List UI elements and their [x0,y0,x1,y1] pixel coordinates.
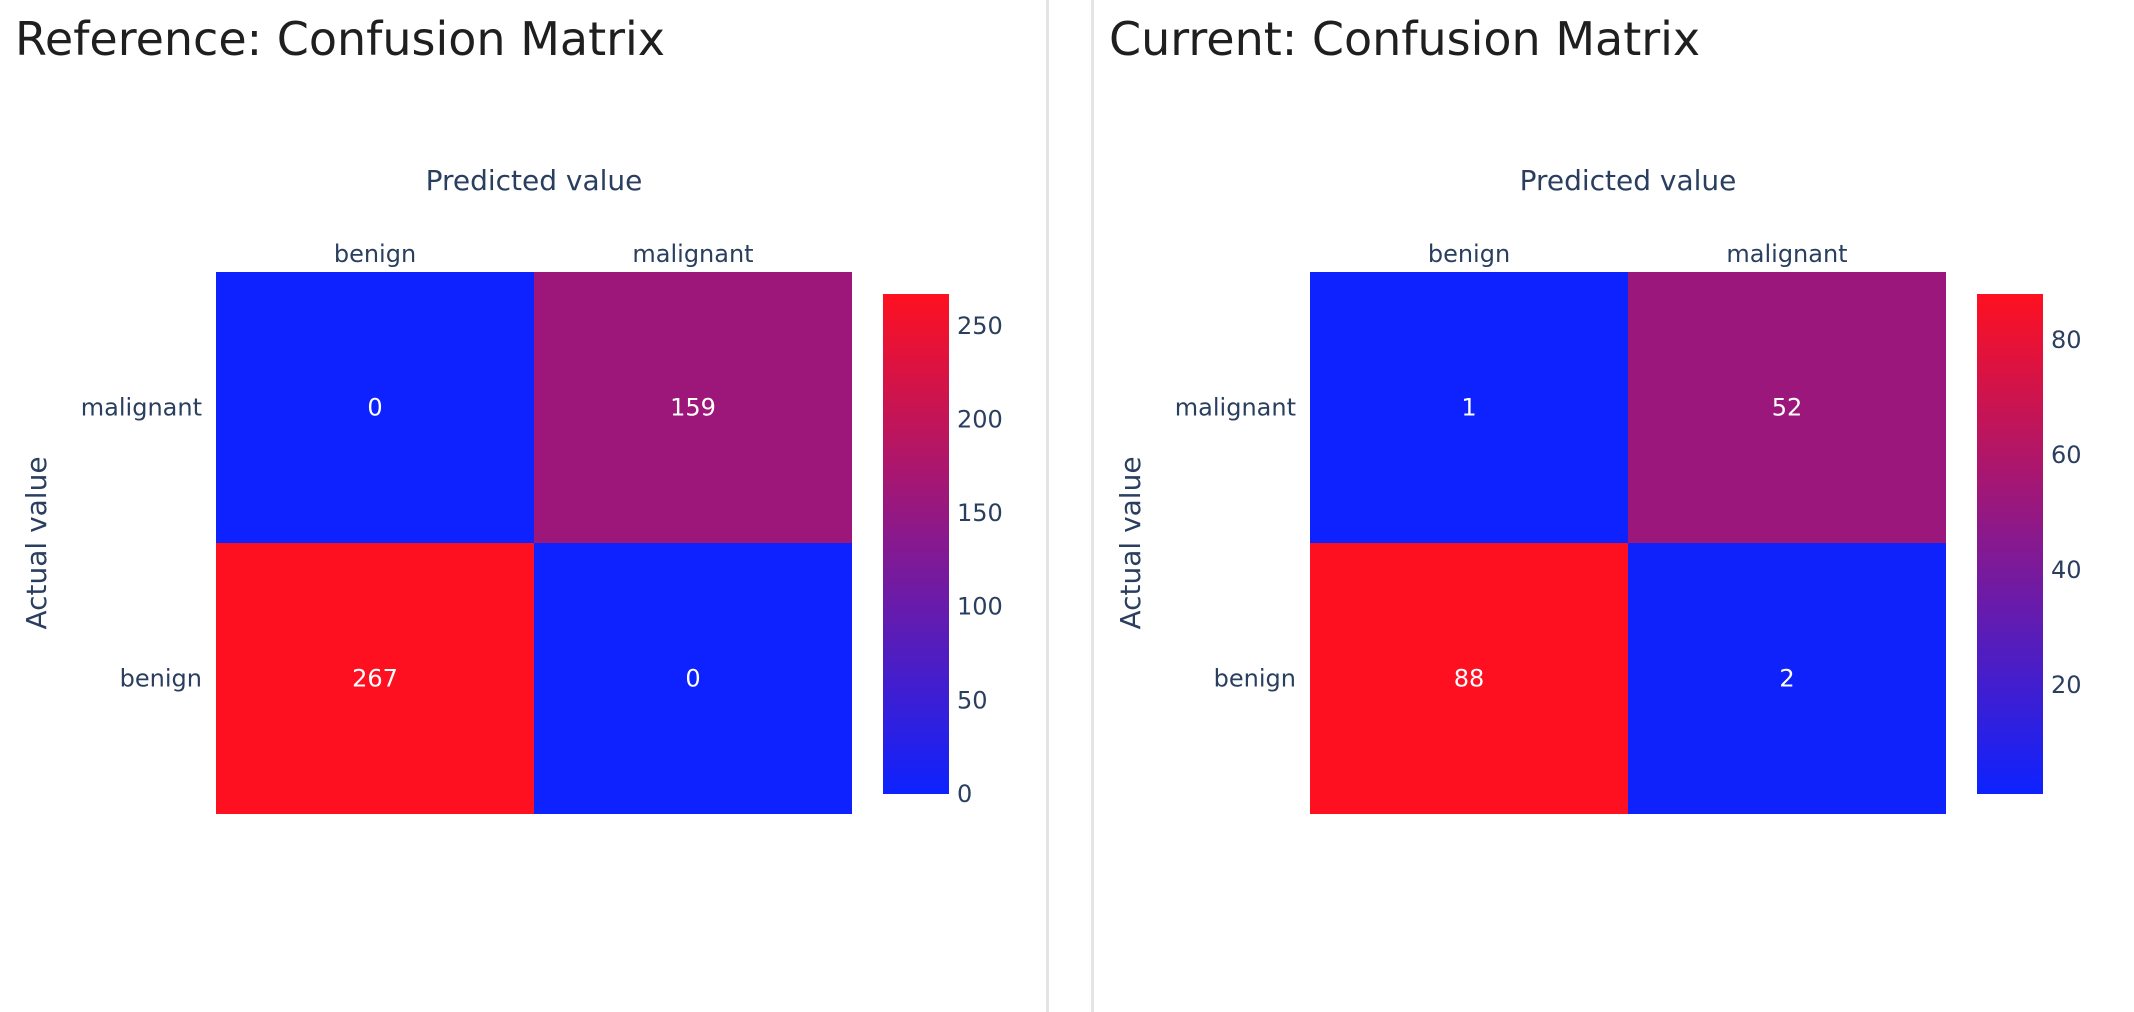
colorbar-tick-label: 60 [2051,441,2082,469]
cell-value-label: 267 [352,665,398,693]
colorbar [883,294,949,794]
cell-value-label: 52 [1772,394,1803,422]
colorbar-tick-label: 200 [957,405,1003,433]
panel-title: Current: Confusion Matrix [1109,12,1701,66]
cell-value-label: 1 [1461,394,1476,422]
heatmap-cell [1628,543,1946,814]
y-axis-title: Actual value [20,456,53,629]
reference-confusion-matrix-chart: 0 159 267 0 benign malignant malignant benign Pr… [20,164,1003,814]
y-tick-label: malignant [1175,394,1296,422]
colorbar-tick-label: 0 [957,780,972,808]
y-axis-title: Actual value [1114,456,1147,629]
x-tick-label: malignant [1726,240,1847,268]
heatmap-cell [216,272,534,543]
heatmap-cell [1628,272,1946,543]
x-tick-label: benign [334,240,416,268]
heatmap-cell [534,272,852,543]
x-tick-label: benign [1428,240,1510,268]
cell-value-label: 2 [1779,665,1794,693]
cell-value-label: 159 [670,394,716,422]
cell-value-label: 0 [367,394,382,422]
colorbar-tick-label: 150 [957,499,1003,527]
heatmap-cell [1310,543,1628,814]
current-confusion-matrix-chart: 1 52 88 2 benign malignant malignant benign Pred… [1114,164,2082,814]
panel-title: Reference: Confusion Matrix [15,12,666,66]
heatmap-cell [534,543,852,814]
colorbar-tick-label: 80 [2051,326,2082,354]
y-tick-label: benign [1214,665,1296,693]
cell-value-label: 88 [1454,665,1485,693]
current-panel: Current: Confusion Matrix 1 52 88 2 benign ma… [1091,0,2134,1012]
x-axis-title: Predicted value [426,164,643,197]
heatmap-cell [216,543,534,814]
y-tick-label: benign [120,665,202,693]
cell-value-label: 0 [685,665,700,693]
x-axis-title: Predicted value [1520,164,1737,197]
y-tick-label: malignant [81,394,202,422]
colorbar-tick-label: 100 [957,593,1003,621]
reference-panel: Reference: Confusion Matrix 0 159 267 0 beni… [0,0,1049,1012]
colorbar-tick-label: 50 [957,686,988,714]
x-tick-label: malignant [632,240,753,268]
colorbar [1977,294,2043,794]
colorbar-tick-label: 20 [2051,671,2082,699]
colorbar-tick-label: 250 [957,312,1003,340]
colorbar-tick-label: 40 [2051,556,2082,584]
heatmap-cell [1310,272,1628,543]
